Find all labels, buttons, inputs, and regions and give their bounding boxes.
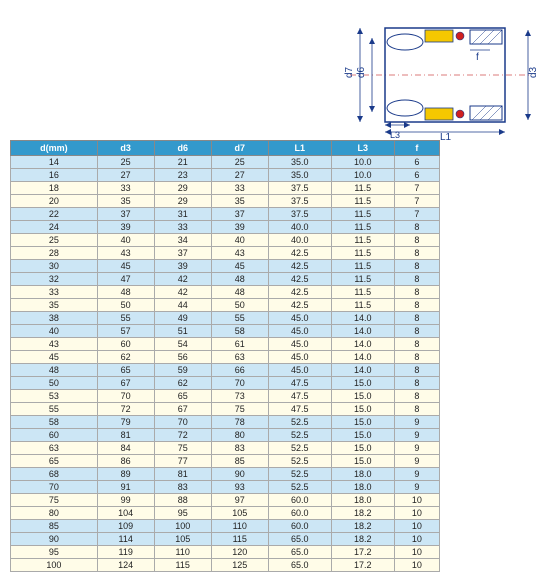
- col-d3: d3: [97, 141, 154, 156]
- table-row: 5067627047.515.08: [11, 377, 440, 390]
- table-row: 4865596645.014.08: [11, 364, 440, 377]
- dim-d7: d7: [344, 66, 355, 78]
- table-row: 6586778552.515.09: [11, 455, 440, 468]
- dim-f: f: [476, 52, 479, 63]
- table-row: 7599889760.018.010: [11, 494, 440, 507]
- table-row: 7091839352.518.09: [11, 481, 440, 494]
- table-row: 6384758352.515.09: [11, 442, 440, 455]
- table-row: 5572677547.515.08: [11, 403, 440, 416]
- dim-l1: L1: [440, 132, 452, 140]
- table-row: 3045394542.511.58: [11, 260, 440, 273]
- table-row: 4562566345.014.08: [11, 351, 440, 364]
- dim-d3: d3: [528, 66, 539, 78]
- table-row: 3550445042.511.58: [11, 299, 440, 312]
- table-row: 5370657347.515.08: [11, 390, 440, 403]
- col-dmm: d(mm): [11, 141, 98, 156]
- dim-l3: L3: [390, 130, 400, 140]
- table-row: 2540344040.011.58: [11, 234, 440, 247]
- table-row: 8510910011060.018.210: [11, 520, 440, 533]
- table-row: 801049510560.018.210: [11, 507, 440, 520]
- table-row: 9511911012065.017.210: [11, 546, 440, 559]
- dimension-table: d(mm)d3d6d7L1L3f 1425212535.010.06162723…: [10, 140, 440, 572]
- table-row: 3855495545.014.08: [11, 312, 440, 325]
- col-d6: d6: [154, 141, 211, 156]
- table-row: 4057515845.014.08: [11, 325, 440, 338]
- table-row: 2843374342.511.58: [11, 247, 440, 260]
- col-d7: d7: [211, 141, 268, 156]
- table-row: 1833293337.511.57: [11, 182, 440, 195]
- col-f: f: [394, 141, 439, 156]
- dim-d6: d6: [356, 66, 367, 78]
- table-row: 2439333940.011.58: [11, 221, 440, 234]
- col-l1: L1: [268, 141, 331, 156]
- table-row: 2237313737.511.57: [11, 208, 440, 221]
- table-row: 6081728052.515.09: [11, 429, 440, 442]
- table-row: 6889819052.518.09: [11, 468, 440, 481]
- table-row: 10012411512565.017.210: [11, 559, 440, 572]
- table-row: 1425212535.010.06: [11, 156, 440, 169]
- table-row: 5879707852.515.09: [11, 416, 440, 429]
- table-row: 1627232735.010.06: [11, 169, 440, 182]
- table-row: 3348424842.511.58: [11, 286, 440, 299]
- table-row: 9011410511565.018.210: [11, 533, 440, 546]
- col-l3: L3: [331, 141, 394, 156]
- table-row: 3247424842.511.58: [11, 273, 440, 286]
- table-row: 2035293537.511.57: [11, 195, 440, 208]
- table-row: 4360546145.014.08: [11, 338, 440, 351]
- seal-cross-section-diagram: d7 d6 d3 L1 L3 f: [330, 10, 540, 140]
